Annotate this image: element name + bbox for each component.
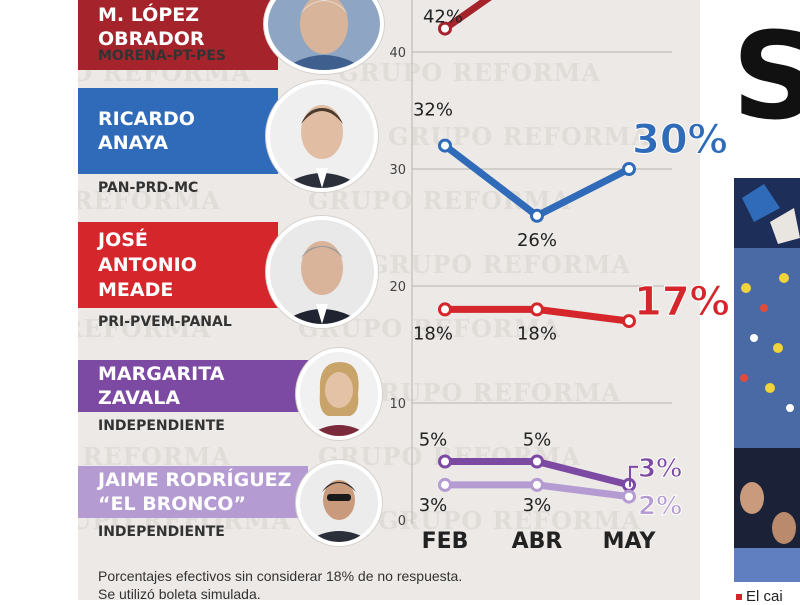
data-point [530, 477, 544, 492]
avatar-lopez-obrador [264, 0, 384, 74]
y-tick-label: 20 [389, 280, 406, 295]
candidate-name-line: OBRADOR [98, 28, 205, 50]
y-tick-label: 40 [389, 46, 406, 61]
footnote-line-1: Porcentajes efectivos sin considerar 18%… [98, 568, 463, 584]
series-line [441, 0, 492, 33]
end-value-label: 30% [632, 117, 728, 163]
watermark-text: GRUPO REFORMA [378, 506, 641, 535]
data-label: 26% [517, 230, 557, 251]
candidate-name-box-lopez-obrador: M. LÓPEZ OBRADOR [78, 0, 278, 70]
candidate-name-line: MEADE [98, 278, 174, 301]
data-point [438, 302, 452, 317]
rally-photo [734, 178, 800, 582]
candidate-name-line: JAIME RODRÍGUEZ [98, 469, 292, 491]
avatar-rodriguez [296, 460, 382, 546]
data-label: 42% [423, 7, 463, 28]
data-label: 5% [523, 430, 552, 451]
candidate-name-line: ANTONIO [98, 253, 197, 276]
portrait-icon [270, 84, 374, 188]
data-point [530, 454, 544, 469]
candidate-name-line: RICARDO [98, 108, 195, 130]
watermark-text: GRUPO REFORMA [358, 378, 621, 407]
data-label: 32% [413, 100, 453, 121]
data-label: 18% [413, 323, 453, 344]
x-tick-label: ABR [512, 529, 563, 554]
bullet-square-icon [736, 594, 742, 601]
candidate-name-line: ZAVALA [98, 387, 181, 409]
data-point [622, 162, 636, 176]
avatar-zavala [296, 348, 382, 440]
data-point [622, 314, 636, 329]
y-tick-label: 10 [389, 397, 406, 412]
party-label-meade: PRI-PVEM-PANAL [98, 314, 232, 330]
end-value-label: 3% [638, 454, 682, 484]
data-point [438, 138, 452, 153]
series-line [441, 142, 633, 220]
avatar-anaya [266, 80, 378, 192]
data-point [438, 21, 452, 36]
portrait-icon [270, 220, 374, 324]
data-label: 3% [523, 495, 552, 516]
watermark-text: GRUPO REFORMA [388, 122, 651, 151]
data-point [622, 489, 636, 504]
bracket-marker [629, 465, 638, 487]
party-label-anaya: PAN-PRD-MC [98, 180, 199, 196]
candidate-name-line: M. LÓPEZ [98, 4, 200, 26]
candidate-name-line: MARGARITA [98, 363, 225, 385]
footnote-line-2: Se utilizó boleta simulada. [98, 586, 261, 602]
candidate-name-box-anaya: RICARDO ANAYA [78, 88, 278, 174]
party-label-zavala: INDEPENDIENTE [98, 418, 225, 434]
party-label-rodriguez: INDEPENDIENTE [98, 524, 225, 540]
crowd-photo-icon [734, 178, 800, 582]
x-tick-label: MAY [603, 529, 657, 554]
data-point [438, 454, 452, 469]
photo-caption-text: El cai [746, 588, 783, 605]
end-value-label: 2% [638, 492, 682, 522]
portrait-icon [300, 464, 378, 542]
candidate-name-box-rodriguez: JAIME RODRÍGUEZ “EL BRONCO” [78, 466, 308, 518]
candidate-name-line: ANAYA [98, 132, 169, 154]
photo-caption: El cai [736, 588, 783, 605]
data-label: 5% [419, 430, 448, 451]
data-label: 18% [517, 323, 557, 344]
x-tick-label: FEB [422, 529, 469, 554]
candidate-name-line: JOSÉ [98, 228, 148, 251]
candidate-name-line: “EL BRONCO” [98, 493, 246, 515]
data-label: 3% [419, 495, 448, 516]
watermark-text: GRUPO REFORMA [78, 314, 211, 343]
data-point [530, 302, 544, 317]
data-point [530, 208, 544, 223]
y-tick-label: 0 [398, 514, 406, 529]
data-point [438, 477, 452, 492]
avatar-meade [266, 216, 378, 328]
candidate-name-box-meade: JOSÉ ANTONIO MEADE [78, 222, 278, 308]
watermark-text: GRUPO REFORMA [78, 186, 221, 215]
watermark-text: GRUPO REFORMA [338, 58, 601, 87]
headline-letter: S [732, 8, 800, 147]
end-value-label: 17% [634, 279, 730, 325]
y-tick-label: 30 [389, 163, 406, 178]
party-label-lopez-obrador: MORENA-PT-PES [98, 48, 227, 64]
candidate-name-box-zavala: MARGARITA ZAVALA [78, 360, 308, 412]
